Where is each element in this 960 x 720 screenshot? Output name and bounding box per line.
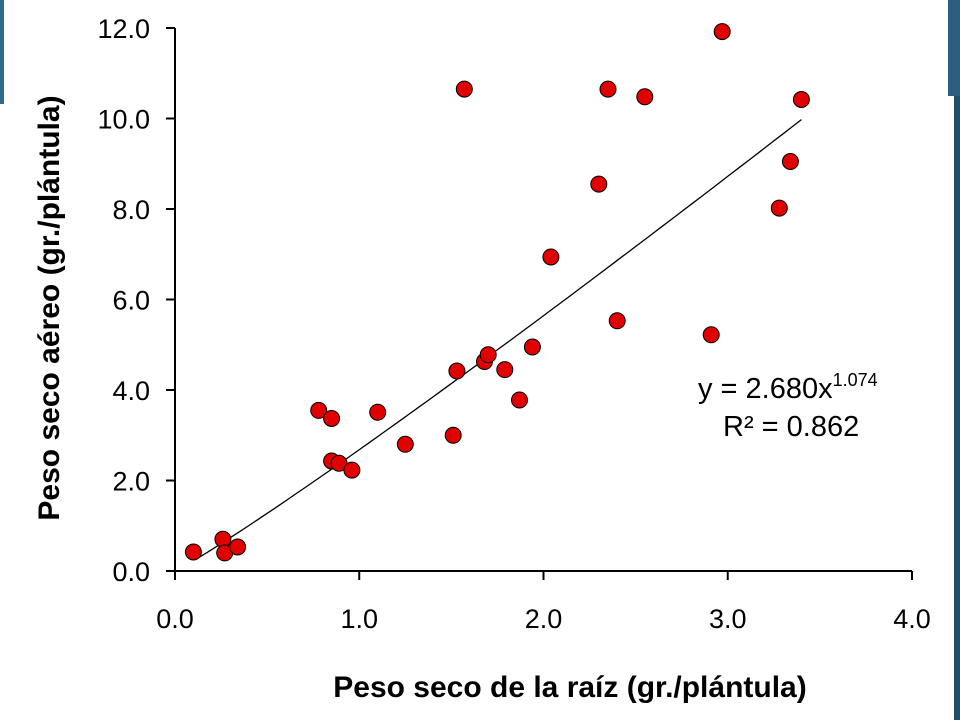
- y-axis-ticks: 0.0 2.0 4.0 6.0 8.0 10.0 12.0: [97, 14, 175, 587]
- x-tick-label: 3.0: [709, 604, 747, 634]
- y-tick-label: 2.0: [112, 467, 150, 497]
- data-point: [448, 362, 466, 380]
- data-point: [511, 391, 528, 409]
- data-point: [229, 538, 247, 556]
- power-trendline: [196, 119, 802, 560]
- y-tick-label: 0.0: [112, 557, 150, 587]
- x-tick-label: 1.0: [340, 604, 378, 634]
- data-point: [781, 153, 799, 170]
- x-tick-label: 2.0: [525, 604, 563, 634]
- x-tick-label: 4.0: [893, 604, 931, 634]
- slide-accent-right: [948, 0, 960, 96]
- y-tick-label: 8.0: [112, 195, 150, 225]
- data-point: [523, 338, 541, 356]
- x-tick-label: 0.0: [156, 604, 194, 634]
- data-point: [310, 401, 328, 419]
- r-squared-label: R² = 0.862: [723, 411, 859, 443]
- data-point: [770, 199, 788, 217]
- trendline: [196, 119, 802, 560]
- y-axis-label: Peso seco aéreo (gr./plántula): [33, 95, 66, 520]
- data-point: [343, 461, 361, 479]
- data-point: [444, 426, 462, 444]
- trendline-equation: y = 2.680x1.074: [698, 370, 878, 405]
- data-point: [590, 175, 608, 193]
- data-point: [636, 88, 654, 106]
- data-point: [599, 80, 617, 98]
- y-tick-label: 4.0: [112, 376, 150, 406]
- data-point: [702, 326, 720, 344]
- x-axis-label: Peso seco de la raíz (gr./plántula): [333, 671, 806, 704]
- y-tick-label: 10.0: [97, 105, 150, 135]
- axes: [167, 28, 912, 579]
- data-point: [396, 435, 414, 453]
- data-point: [479, 346, 497, 364]
- x-axis-ticks: 0.0 1.0 2.0 3.0 4.0: [156, 571, 931, 634]
- y-tick-label: 12.0: [97, 14, 150, 44]
- y-tick-label: 6.0: [112, 286, 150, 316]
- data-point: [455, 80, 473, 98]
- data-point: [713, 23, 731, 41]
- data-point: [369, 403, 387, 421]
- data-point: [184, 543, 202, 561]
- slide-edge-right: [954, 96, 960, 720]
- data-point: [542, 248, 560, 266]
- slide-accent-left: [0, 0, 4, 104]
- data-point: [323, 410, 341, 427]
- data-point: [496, 361, 514, 379]
- data-point: [792, 91, 810, 108]
- data-point: [608, 312, 626, 330]
- data-points: [184, 23, 810, 562]
